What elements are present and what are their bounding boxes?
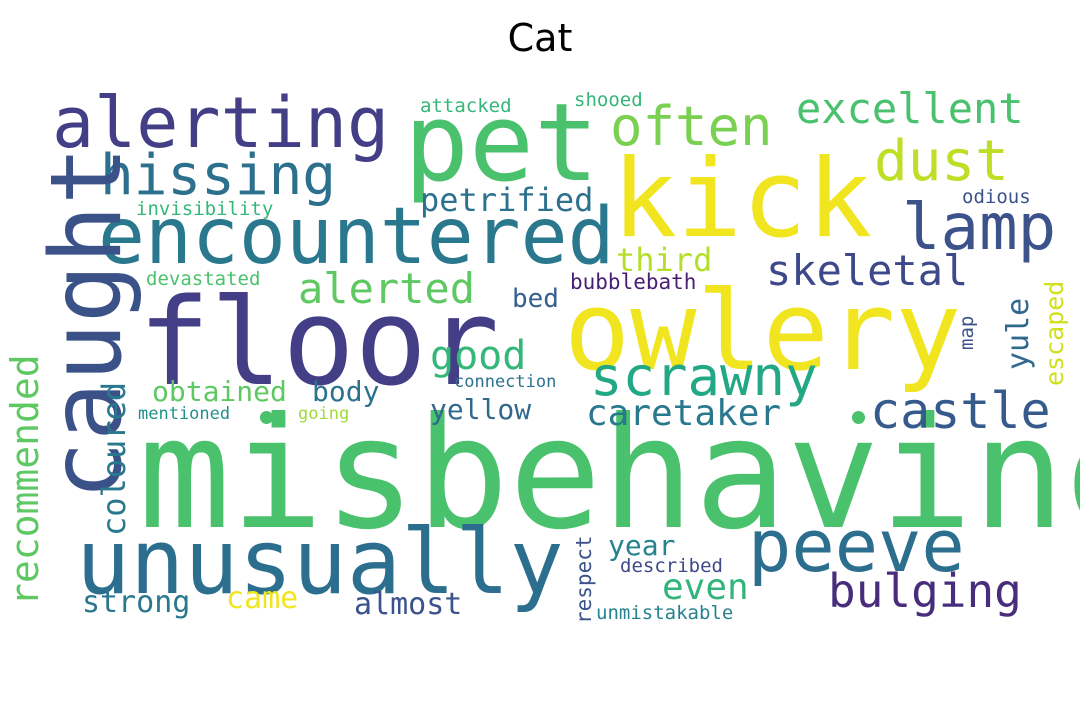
word: often <box>610 95 773 158</box>
word: petrified <box>420 181 594 219</box>
word: lamp <box>902 191 1057 265</box>
word-vertical: recommended <box>3 354 47 606</box>
word: year <box>608 529 676 562</box>
word: skeletal <box>766 246 969 295</box>
word: almost <box>354 587 463 622</box>
word: alerting <box>52 82 390 164</box>
word: invisibility <box>136 198 274 220</box>
word-vertical: map <box>956 315 978 350</box>
word: unusually <box>76 510 564 615</box>
word: yellow <box>430 393 532 426</box>
word: misbehaving <box>138 385 1080 564</box>
word: good <box>430 333 527 379</box>
word: owlery <box>564 267 962 395</box>
word: dust <box>874 129 1009 194</box>
word: pet <box>404 81 600 206</box>
word: described <box>620 555 723 577</box>
chart-title: Cat <box>507 16 573 60</box>
word: shooed <box>574 89 643 111</box>
word: kick <box>612 137 873 262</box>
word: body <box>312 375 380 408</box>
word: going <box>298 404 350 424</box>
word: connection <box>454 372 557 392</box>
word: unmistakable <box>596 602 734 624</box>
word: castle <box>870 382 1051 440</box>
word: bulging <box>828 564 1022 618</box>
word-vertical: coloured <box>95 381 133 536</box>
word-vertical: yule <box>1001 297 1036 370</box>
word: devastated <box>146 268 261 290</box>
word: excellent <box>796 84 1024 133</box>
word-vertical: escaped <box>1040 280 1069 386</box>
word: hissing <box>100 143 337 208</box>
word: alerted <box>298 264 476 313</box>
word: obtained <box>152 375 287 408</box>
word: strong <box>82 585 191 620</box>
word: encountered <box>98 192 615 282</box>
dot-mark <box>852 411 865 424</box>
word: bed <box>512 284 559 314</box>
word: caretaker <box>586 393 782 434</box>
word: floor <box>138 274 500 413</box>
word: scrawny <box>590 345 818 408</box>
word: peeve <box>748 504 965 588</box>
dot-mark <box>260 411 273 424</box>
word: even <box>662 567 749 608</box>
word-vertical: respect <box>572 535 596 624</box>
word: mentioned <box>138 404 231 424</box>
word: bubblebath <box>570 270 697 294</box>
word: attacked <box>420 95 512 117</box>
word: came <box>226 581 299 616</box>
word: third <box>616 241 713 279</box>
word: odious <box>962 186 1031 208</box>
